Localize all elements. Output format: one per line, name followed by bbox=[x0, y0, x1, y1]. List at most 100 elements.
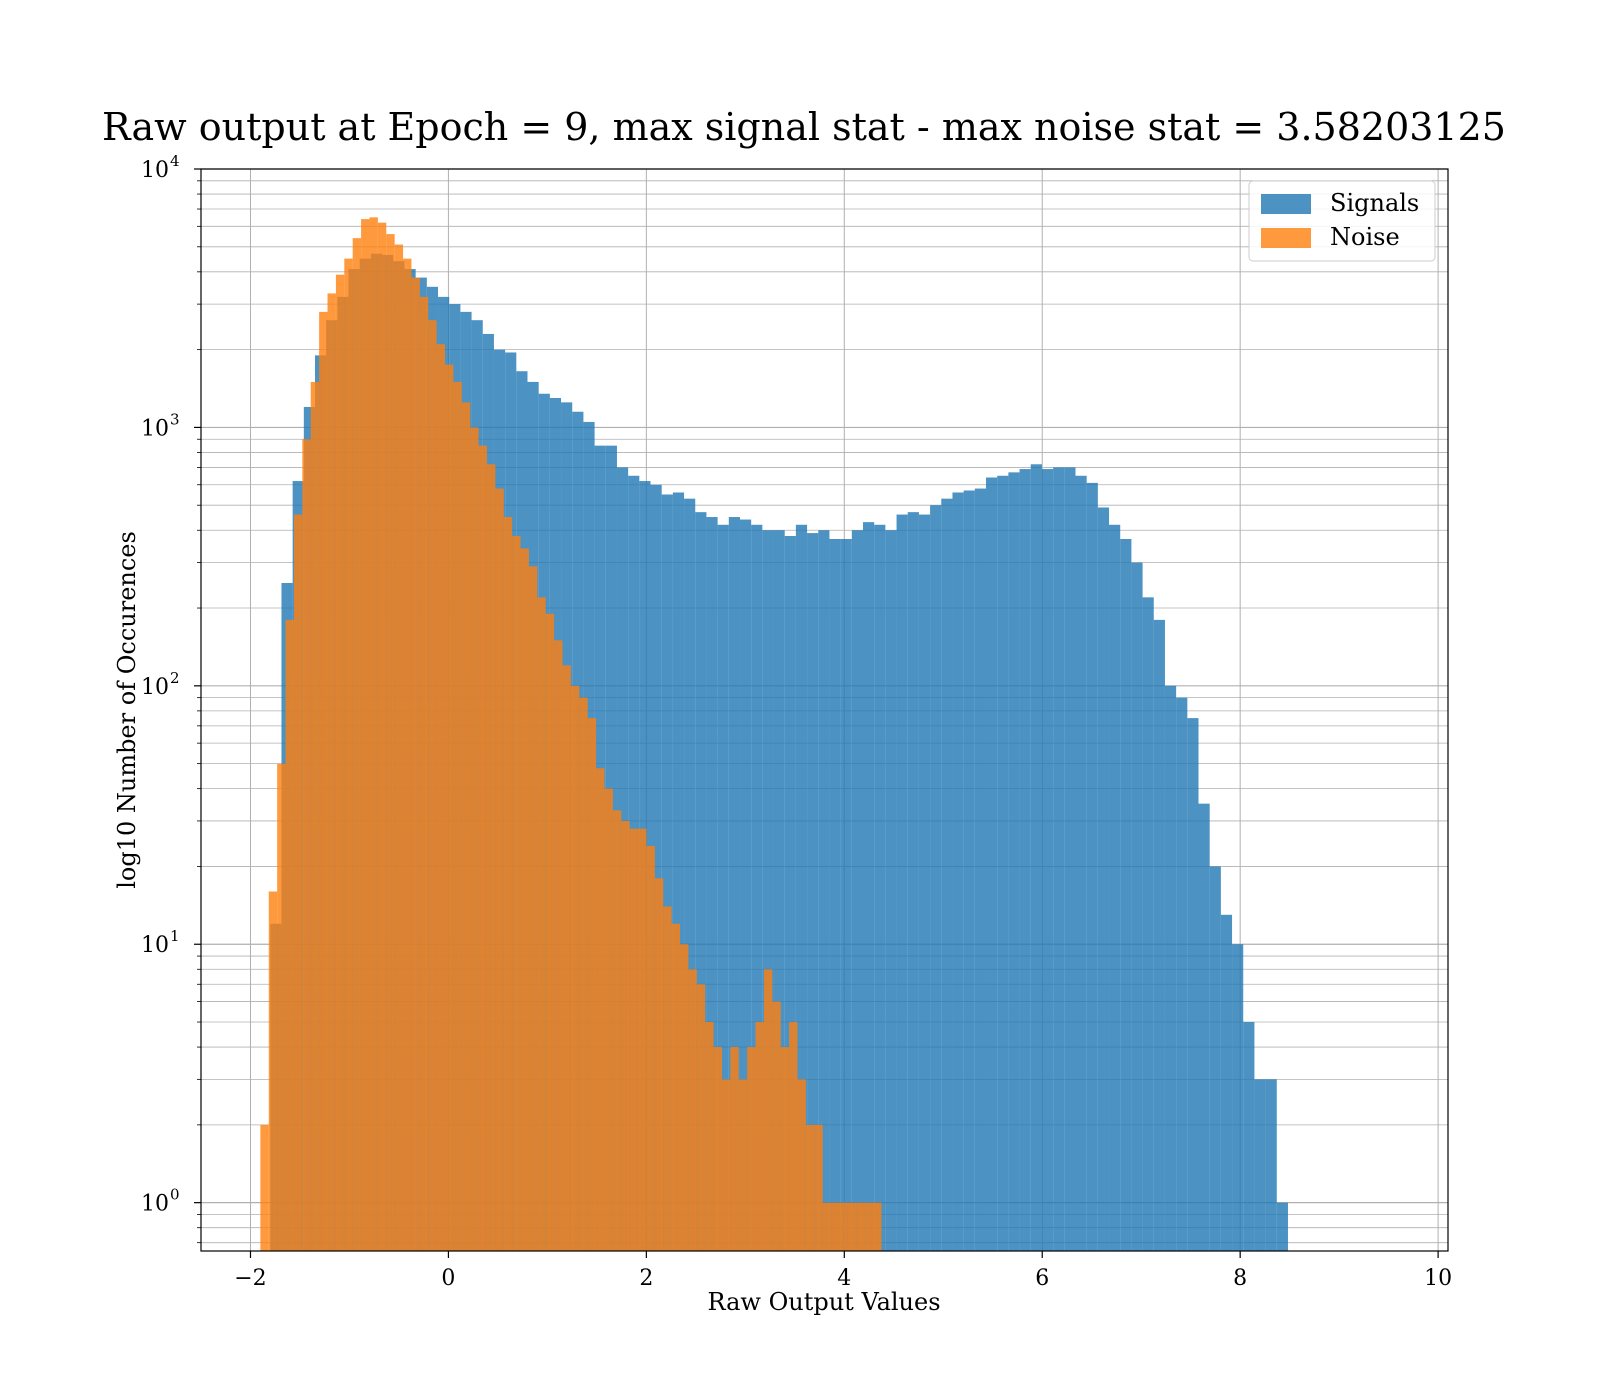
noise-bar bbox=[293, 514, 303, 1251]
signals-bar bbox=[1097, 507, 1110, 1252]
noise-bar bbox=[361, 219, 370, 1252]
noise-bar bbox=[411, 277, 420, 1252]
noise-bar bbox=[537, 597, 546, 1251]
signals-bar bbox=[728, 517, 740, 1251]
signals-bar bbox=[1041, 469, 1054, 1252]
signals-bar bbox=[1008, 472, 1020, 1252]
y-tick-exponent: 4 bbox=[170, 152, 180, 170]
signals-bar bbox=[997, 475, 1009, 1252]
noise-bar bbox=[503, 517, 513, 1251]
x-tick-label: 4 bbox=[837, 1266, 851, 1291]
x-tick-label: 0 bbox=[441, 1266, 455, 1291]
signals-bar bbox=[661, 494, 673, 1251]
signals-bar bbox=[862, 522, 875, 1251]
noise-bar bbox=[302, 439, 311, 1251]
signals-bar bbox=[706, 517, 718, 1251]
chart-title: Raw output at Epoch = 9, max signal stat… bbox=[102, 105, 1506, 149]
legend: Signals Noise bbox=[1248, 180, 1436, 262]
signals-bar bbox=[807, 533, 819, 1251]
noise-bar bbox=[864, 1202, 874, 1251]
noise-bar bbox=[721, 1079, 731, 1251]
signals-bar bbox=[941, 498, 953, 1251]
signals-bar bbox=[762, 530, 774, 1251]
noise-bar bbox=[822, 1202, 832, 1251]
signals-bar bbox=[773, 530, 785, 1251]
signals-bar bbox=[1209, 866, 1221, 1251]
signals-bar bbox=[829, 538, 841, 1251]
noise-bar bbox=[520, 548, 529, 1251]
noise-bar bbox=[738, 1079, 748, 1251]
signals-bar bbox=[930, 505, 942, 1251]
noise-bar bbox=[352, 238, 362, 1251]
signals-bar bbox=[874, 524, 886, 1251]
noise-bar bbox=[847, 1202, 857, 1251]
noise-bar bbox=[285, 619, 294, 1251]
noise-bar bbox=[755, 1022, 764, 1251]
noise-bar bbox=[344, 258, 353, 1251]
noise-bar bbox=[680, 944, 689, 1251]
noise-bar bbox=[646, 845, 655, 1251]
noise-bar bbox=[478, 445, 487, 1251]
noise-bar bbox=[663, 906, 672, 1251]
noise-bar bbox=[260, 1124, 269, 1251]
signals-bar bbox=[918, 514, 931, 1251]
noise-bar bbox=[277, 763, 286, 1251]
noise-bar bbox=[403, 258, 412, 1251]
y-tick-exponent: 0 bbox=[170, 1186, 180, 1204]
y-tick-exponent: 3 bbox=[170, 410, 180, 428]
signals-bar bbox=[1254, 1079, 1266, 1251]
signals-bar bbox=[974, 488, 987, 1251]
noise-bar bbox=[562, 665, 571, 1251]
x-tick-label: 2 bbox=[639, 1266, 653, 1291]
y-tick-label: 10 bbox=[141, 675, 169, 700]
noise-bar bbox=[445, 364, 454, 1251]
noise-bar bbox=[369, 217, 378, 1252]
noise-bar bbox=[461, 402, 471, 1251]
legend-swatch-signals bbox=[1261, 194, 1311, 214]
signals-bar bbox=[986, 477, 998, 1252]
signals-bar bbox=[818, 530, 830, 1251]
noise-bar bbox=[419, 296, 429, 1251]
signals-bar bbox=[1153, 619, 1165, 1251]
legend-label-noise: Noise bbox=[1330, 223, 1400, 251]
noise-bar bbox=[570, 685, 580, 1251]
signals-bar bbox=[751, 524, 763, 1251]
noise-bar bbox=[856, 1202, 865, 1251]
signals-bar bbox=[684, 498, 696, 1251]
noise-bar bbox=[394, 244, 404, 1251]
noise-bar bbox=[780, 1047, 790, 1251]
signals-bar bbox=[1243, 1022, 1255, 1251]
noise-bar bbox=[604, 788, 613, 1251]
x-tick-label: 10 bbox=[1424, 1266, 1452, 1291]
noise-bar bbox=[654, 878, 664, 1251]
noise-series bbox=[260, 217, 882, 1252]
noise-bar bbox=[268, 891, 278, 1251]
noise-bar bbox=[747, 1047, 756, 1251]
signals-bar bbox=[1086, 482, 1098, 1252]
noise-bar bbox=[789, 1022, 798, 1251]
signals-bar bbox=[1187, 718, 1199, 1251]
noise-bar bbox=[671, 923, 681, 1251]
signals-bar bbox=[1276, 1202, 1288, 1251]
noise-bar bbox=[873, 1202, 882, 1251]
signals-bar bbox=[896, 514, 908, 1251]
signals-bar bbox=[672, 492, 685, 1251]
legend-label-signals: Signals bbox=[1330, 189, 1419, 217]
noise-bar bbox=[688, 969, 697, 1251]
x-axis-label: Raw Output Values bbox=[707, 1288, 940, 1316]
noise-bar bbox=[470, 427, 479, 1251]
signals-bar bbox=[739, 519, 752, 1251]
y-tick-exponent: 2 bbox=[170, 669, 180, 687]
noise-bar bbox=[512, 536, 521, 1251]
signals-bar bbox=[885, 530, 897, 1251]
noise-bar bbox=[579, 697, 588, 1251]
noise-bar bbox=[839, 1202, 848, 1251]
noise-bar bbox=[528, 566, 538, 1251]
noise-bar bbox=[638, 828, 647, 1251]
signals-bar bbox=[1075, 475, 1087, 1252]
noise-bar bbox=[587, 718, 597, 1251]
x-tick-label: −2 bbox=[234, 1266, 266, 1291]
y-tick-label: 10 bbox=[141, 158, 169, 183]
signals-bar bbox=[1019, 469, 1031, 1252]
